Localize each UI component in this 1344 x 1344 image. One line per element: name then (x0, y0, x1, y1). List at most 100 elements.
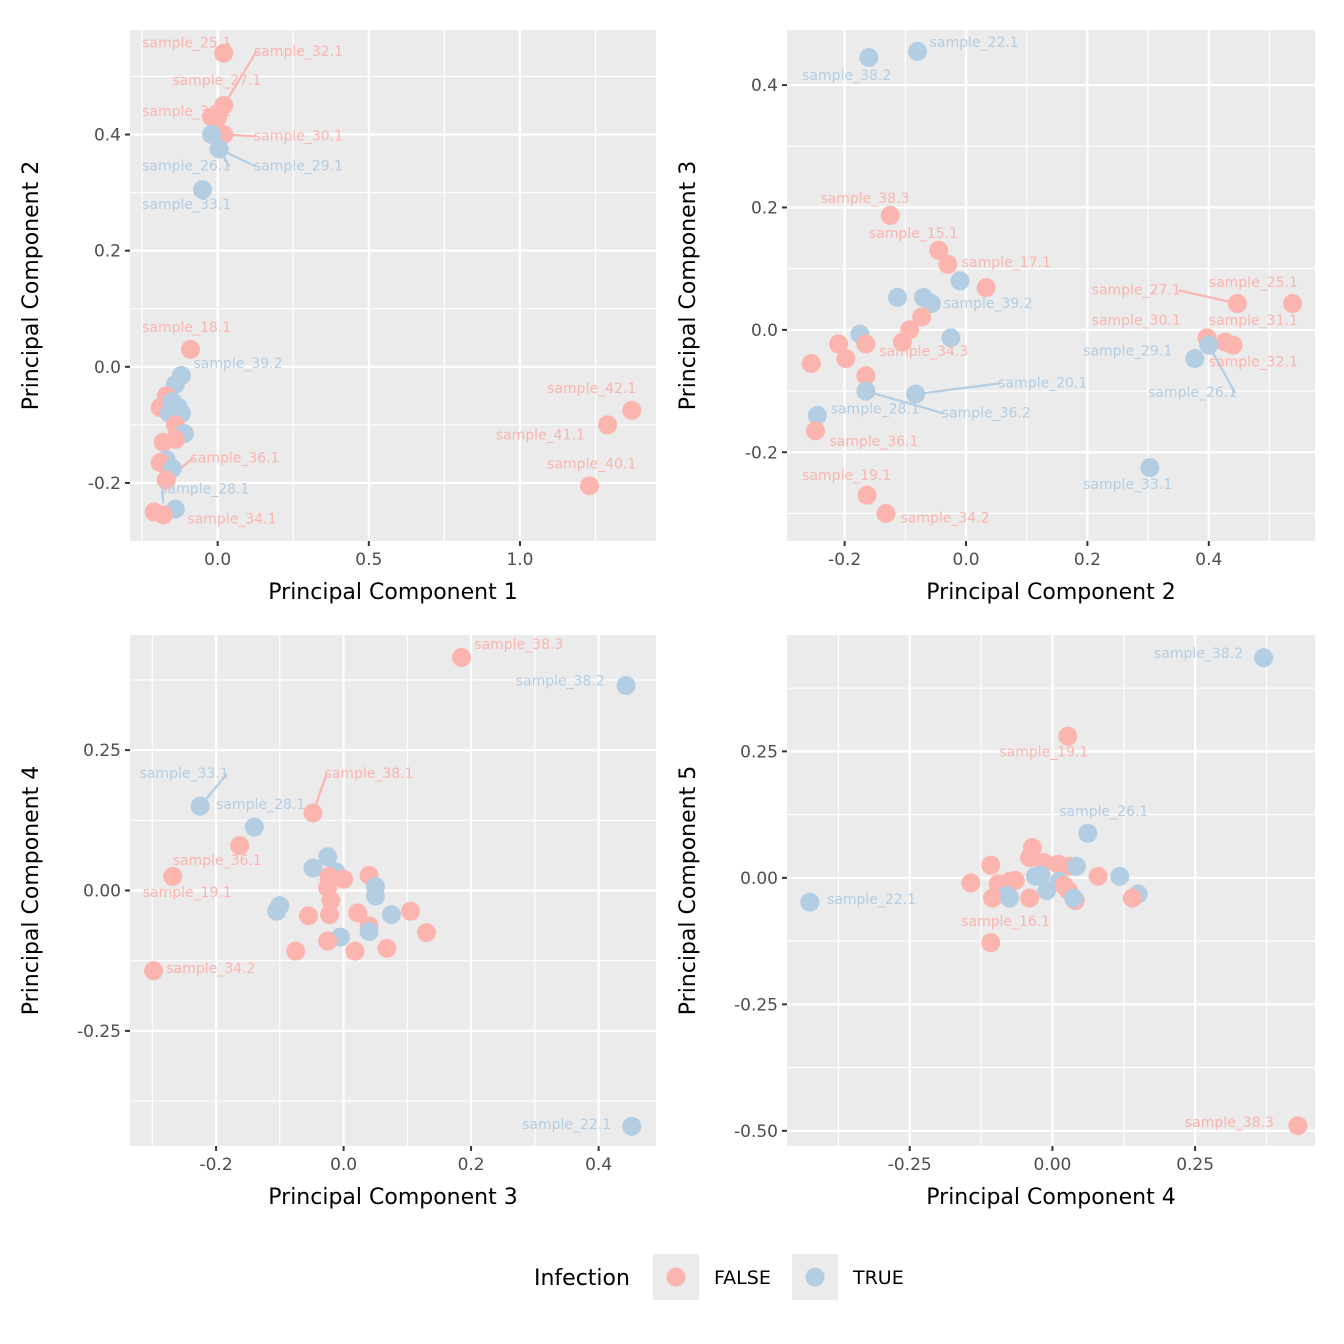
point-label: sample_33.1 (1083, 477, 1172, 493)
point-label: sample_38.2 (1154, 646, 1243, 662)
y-tick-label: -0.50 (734, 1122, 778, 1142)
label-leader-line (222, 51, 257, 107)
y-tick-label: -0.25 (734, 995, 778, 1015)
data-point-true (859, 48, 879, 68)
data-point-false (156, 470, 176, 490)
legend-label-true: TRUE (852, 1267, 904, 1289)
point-label: sample_26.1 (1148, 385, 1237, 401)
data-point-true (1199, 335, 1219, 355)
point-label: sample_20.1 (998, 375, 1087, 391)
x-axis-title: Principal Component 3 (268, 1185, 517, 1210)
data-point-true (616, 676, 636, 696)
data-point-true (1078, 823, 1098, 843)
data-point-false (334, 869, 354, 889)
data-point-false (202, 107, 222, 127)
x-tick-label: 0.0 (953, 550, 980, 570)
data-point-false (892, 332, 912, 352)
data-point-true (1110, 866, 1130, 886)
point-label: sample_32.1 (254, 44, 343, 60)
y-tick-label: -0.2 (88, 474, 121, 494)
data-point-true (941, 328, 961, 348)
point-label: sample_36.2 (942, 405, 1031, 421)
point-label: sample_17.1 (962, 255, 1051, 271)
data-point-false (976, 278, 996, 298)
point-label: sample_34.2 (900, 511, 989, 527)
gridlines (787, 635, 1315, 1146)
point-label: sample_31.1 (142, 104, 231, 120)
legend-key-false-marker (666, 1267, 686, 1287)
label-leader-line (865, 390, 945, 415)
x-tick-label: -0.2 (199, 1155, 232, 1175)
data-point-true (318, 847, 338, 867)
data-point-false (320, 905, 340, 925)
data-point-true (887, 287, 907, 307)
data-point-true (267, 901, 287, 921)
data-point-false (961, 873, 981, 893)
point-label: sample_40.1 (547, 456, 636, 472)
data-point-true (1185, 349, 1205, 369)
data-point-true (622, 1116, 642, 1136)
data-point-true (244, 817, 264, 837)
point-label: sample_29.1 (1083, 344, 1172, 360)
y-tick-label: 0.25 (740, 742, 778, 762)
legend-key-true-marker (805, 1267, 825, 1287)
panel-3: -0.2 0.0 0.2 0.4 -0.25 0.00 0.25 Principal Comp… (19, 635, 656, 1210)
legend-label-false: FALSE (714, 1267, 771, 1289)
data-point-true (303, 858, 323, 878)
legend-title: Infection (534, 1266, 630, 1291)
data-point-false (377, 938, 397, 958)
data-point-true (381, 905, 401, 925)
x-tick-label: 0.0 (204, 550, 231, 570)
data-point-true (856, 381, 876, 401)
point-label: sample_36.1 (190, 451, 279, 467)
panel-4: -0.25 0.00 0.25-0.50-0.250.000.25Principal… (676, 635, 1315, 1210)
data-point-true (209, 139, 229, 159)
point-label: sample_38.3 (1185, 1115, 1274, 1131)
data-point-false (1058, 726, 1078, 746)
x-tick-label: 0.2 (458, 1155, 485, 1175)
point-label: sample_33.1 (142, 197, 231, 213)
point-label: sample_22.1 (827, 892, 916, 908)
data-point-false (806, 421, 826, 441)
panel-2: -0.2 0.0 0.2 0.4 -0.2 0.0 0.2 0.4 Principal Comp… (676, 30, 1315, 605)
point-label: sample_31.1 (1209, 313, 1298, 329)
x-tick-label: 0.00 (1033, 1155, 1071, 1175)
y-tick-label: 0.2 (94, 242, 121, 262)
gridlines (130, 635, 656, 1146)
point-label: sample_32.1 (1209, 355, 1298, 371)
data-point-false (880, 205, 900, 225)
data-point-false (1288, 1116, 1308, 1136)
point-label: sample_19.1 (999, 744, 1088, 760)
y-tick-label: 0.25 (83, 741, 121, 761)
y-tick-label: -0.2 (745, 443, 778, 463)
point-label: sample_38.3 (474, 637, 563, 653)
point-label: sample_34.1 (187, 512, 276, 528)
point-label: sample_34.2 (166, 961, 255, 977)
point-label: sample_42.1 (547, 381, 636, 397)
data-point-false (416, 923, 436, 943)
label-leader-line (1178, 289, 1238, 305)
data-point-false (876, 503, 896, 523)
point-label: sample_27.1 (1092, 282, 1181, 298)
data-point-false (1088, 866, 1108, 886)
data-point-false (1283, 294, 1303, 314)
y-tick-label: 0.2 (751, 198, 778, 218)
data-point-true (365, 886, 385, 906)
point-label: sample_25.1 (1209, 275, 1298, 291)
point-label: sample_19.1 (802, 468, 891, 484)
point-label: sample_38.1 (324, 766, 413, 782)
data-point-false (321, 891, 341, 911)
point-label: sample_16.1 (961, 914, 1050, 930)
data-point-false (230, 836, 250, 856)
point-label: sample_28.1 (160, 481, 249, 497)
y-axis-title: Principal Component 5 (676, 766, 701, 1015)
data-point-false (1020, 888, 1040, 908)
data-point-false (598, 415, 618, 435)
data-point-true (1031, 865, 1051, 885)
data-point-false (929, 240, 949, 260)
y-tick-label: 0.00 (740, 869, 778, 889)
y-axis-title: Principal Component 2 (19, 161, 44, 410)
point-label: sample_38.2 (516, 674, 605, 690)
label-leader-line (161, 489, 165, 504)
